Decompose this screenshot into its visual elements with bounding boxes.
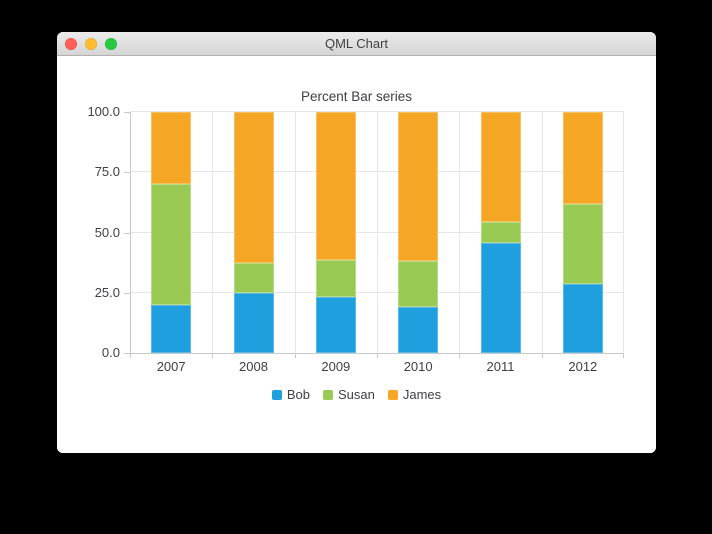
y-tick-label: 25.0 <box>94 284 120 300</box>
legend-label: Susan <box>337 387 375 402</box>
bar-segment-susan <box>315 260 356 298</box>
bar-segment-bob <box>233 292 274 353</box>
grid-line-x <box>377 112 378 353</box>
x-axis-tick <box>130 353 131 358</box>
bar-segment-susan <box>233 262 274 293</box>
bar-segment-james <box>480 112 521 222</box>
x-category-label: 2010 <box>403 359 433 374</box>
y-tick-label: 100.0 <box>87 104 120 119</box>
x-category-label: 2008 <box>239 359 268 374</box>
bar-segment-james <box>562 112 603 204</box>
bar-segment-susan <box>151 184 192 305</box>
x-axis-tick <box>377 353 378 358</box>
chart-view: Percent Bar series 0.0 25.0 50.0 75.0 100.0 … <box>57 56 656 453</box>
bar-segment-bob <box>398 307 439 353</box>
y-axis-tick <box>124 292 130 294</box>
y-axis-tick <box>124 172 130 174</box>
legend-marker-bob <box>271 390 282 400</box>
plot-area <box>130 111 624 354</box>
bar-segment-susan <box>562 203 603 285</box>
grid-line-x <box>541 112 543 353</box>
chart-title: Percent Bar series <box>300 89 413 104</box>
x-category-label: 2011 <box>486 359 515 374</box>
bar-segment-bob <box>480 243 521 353</box>
grid-line-x <box>623 112 624 353</box>
legend-label: James <box>402 387 442 402</box>
y-axis-tick <box>124 232 130 234</box>
qml-chart-window: QML Chart Percent Bar series 0.0 25.0 50.0… <box>57 32 656 453</box>
legend-item-susan: Susan <box>322 387 375 402</box>
window-title: QML Chart <box>324 36 389 51</box>
legend-item-bob: Bob <box>271 387 310 402</box>
y-axis-tick <box>124 353 130 354</box>
bar-segment-james <box>315 112 356 261</box>
y-tick-label: 0.0 <box>101 345 120 360</box>
grid-line-x <box>212 112 214 353</box>
bar-segment-bob <box>151 304 192 353</box>
x-axis-tick <box>459 353 461 358</box>
grid-line-x <box>459 112 461 353</box>
grid-line-x <box>294 112 296 353</box>
zoom-button[interactable] <box>105 37 117 50</box>
bar-segment-susan <box>480 221 521 244</box>
bar-segment-james <box>151 112 192 185</box>
y-tick-label: 75.0 <box>94 164 120 180</box>
x-category-label: 2012 <box>568 359 598 374</box>
legend-item-james: James <box>387 387 442 402</box>
bar-segment-susan <box>398 261 439 308</box>
traffic-lights <box>65 32 117 55</box>
legend-marker-james <box>387 390 398 400</box>
x-category-label: 2007 <box>156 359 186 374</box>
bar-segment-james <box>398 112 439 262</box>
y-tick-label: 50.0 <box>94 224 120 240</box>
grid-line-x <box>130 112 131 353</box>
window-titlebar[interactable]: QML Chart <box>57 32 656 56</box>
legend-marker-susan <box>322 390 333 400</box>
grid-line-y <box>130 111 624 112</box>
y-axis-tick <box>124 112 130 113</box>
x-axis-tick <box>212 353 214 358</box>
x-category-label: 2009 <box>321 359 351 374</box>
bar-segment-bob <box>315 297 356 353</box>
bar-segment-james <box>233 112 274 263</box>
x-axis-tick <box>623 353 624 358</box>
legend: Bob Susan James <box>57 388 656 402</box>
x-axis-tick <box>541 353 543 358</box>
close-button[interactable] <box>65 37 77 50</box>
minimize-button[interactable] <box>85 37 97 50</box>
x-axis-tick <box>294 353 296 358</box>
legend-label: Bob <box>286 387 310 402</box>
bar-segment-bob <box>562 284 603 353</box>
